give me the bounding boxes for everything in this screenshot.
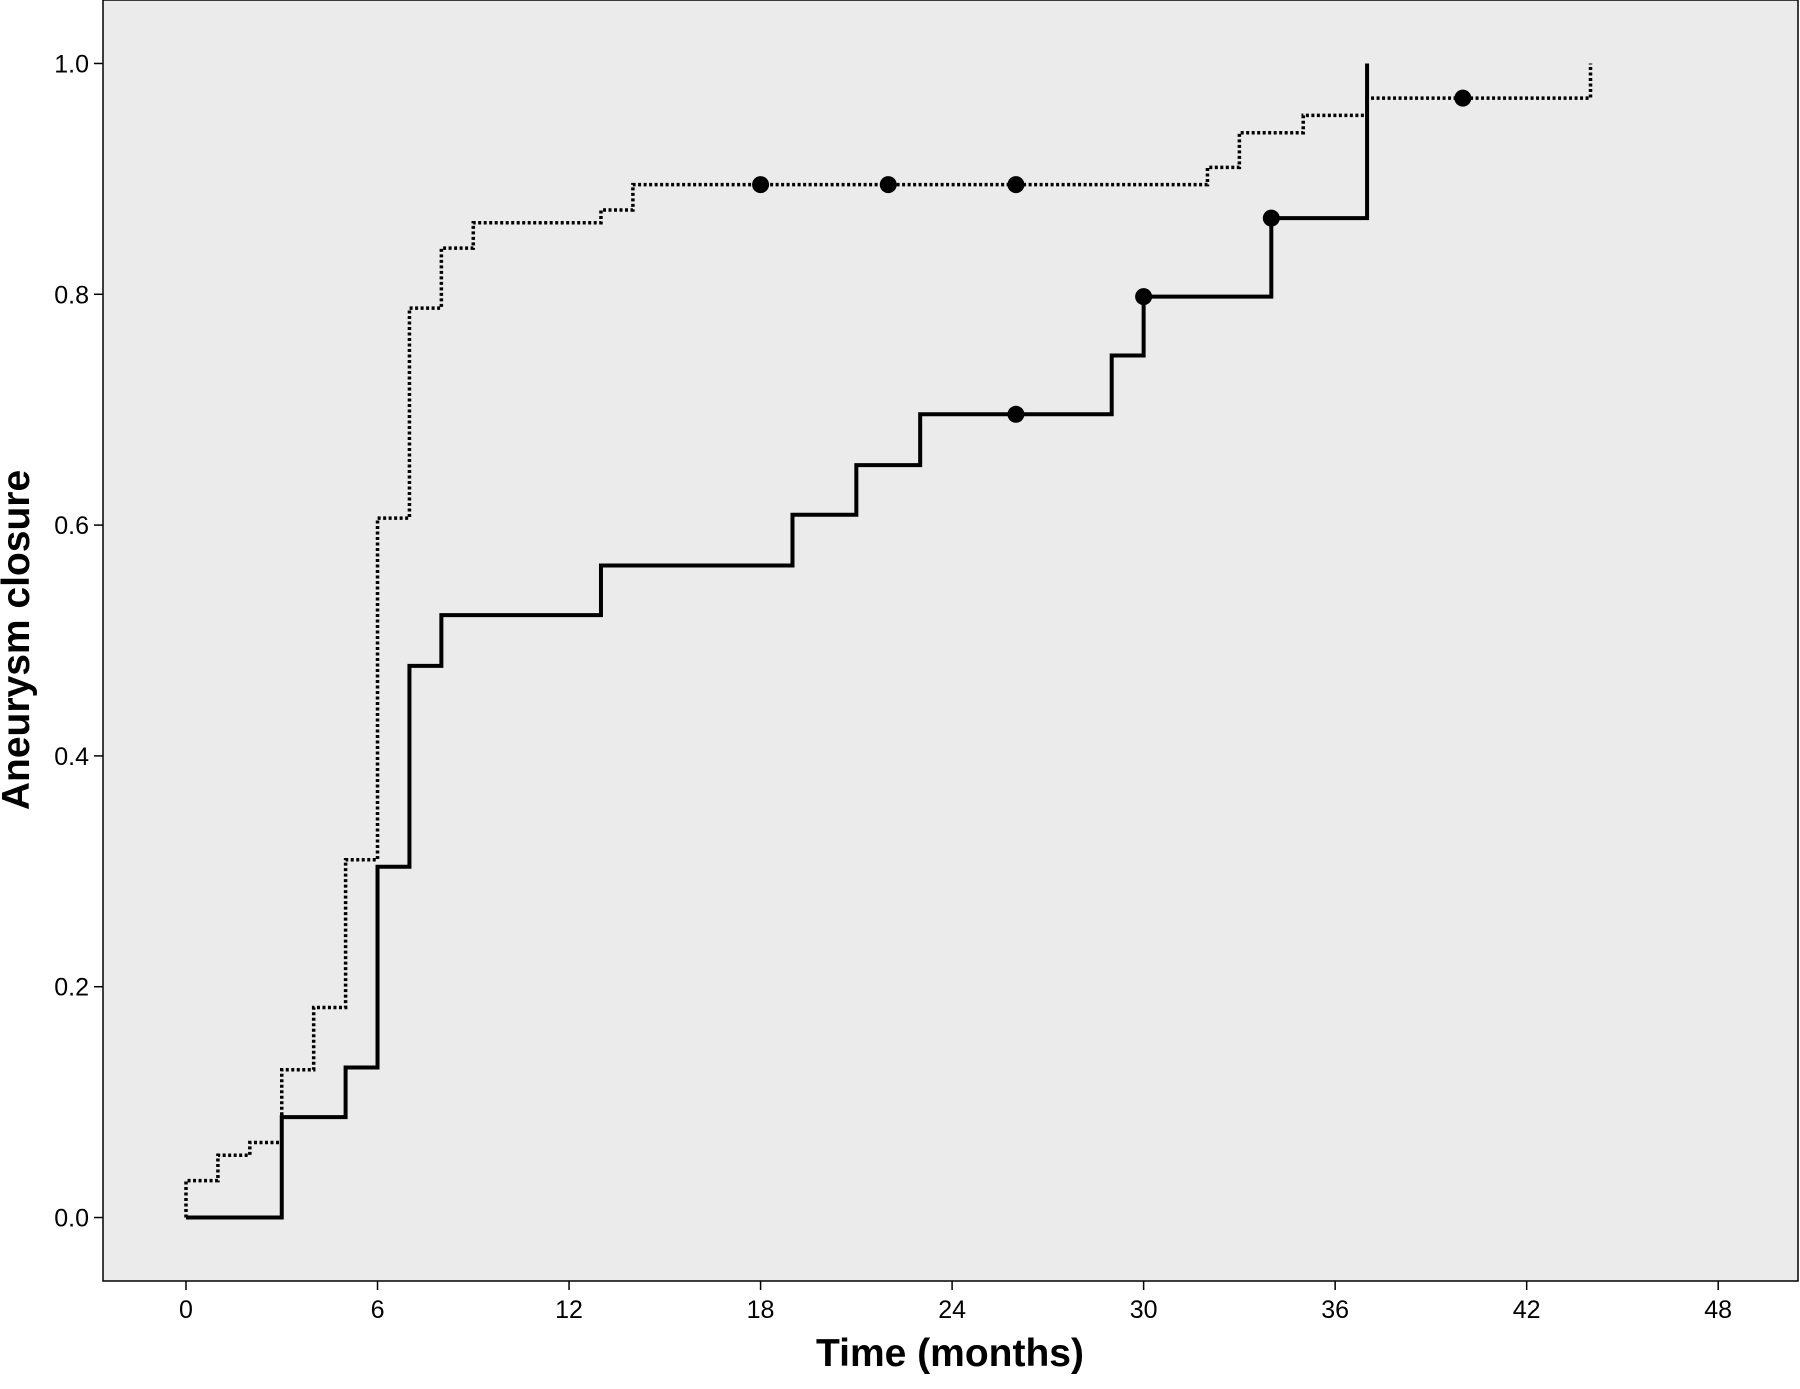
x-axis: 0 6 12 18 24 30 36 42 48 [179,1281,1732,1324]
series-dotted-step-line [184,63,1593,1218]
y-tick-label: 0.8 [54,281,89,309]
x-tick-label: 6 [371,1296,385,1324]
x-tick-label: 12 [555,1296,583,1324]
censor-marker [1007,176,1025,194]
censor-marker [1262,209,1280,227]
censor-marker [1007,405,1025,423]
x-tick-label: 48 [1704,1296,1732,1324]
y-tick-label: 0.4 [54,743,89,771]
y-axis-title: Aneurysm closure [0,470,38,810]
x-tick-label: 36 [1321,1296,1349,1324]
censor-marker [879,176,897,194]
x-tick-label: 0 [179,1296,193,1324]
censor-marker [1135,288,1153,306]
x-tick-label: 42 [1513,1296,1541,1324]
censor-marker [752,176,770,194]
x-axis-title: Time (months) [816,1332,1084,1375]
y-tick-label: 0.6 [54,512,89,540]
censor-marker [1454,89,1472,107]
y-axis: 0.0 0.2 0.4 0.6 0.8 1.0 [54,50,103,1233]
x-tick-label: 24 [938,1296,966,1324]
y-tick-label: 0.0 [54,1205,89,1233]
x-tick-label: 18 [747,1296,775,1324]
x-tick-label: 30 [1130,1296,1158,1324]
series-layer [184,63,1593,1220]
plot-area [102,0,1799,1282]
series-solid-step-line [185,63,1370,1220]
y-tick-label: 0.2 [54,974,89,1002]
y-tick-label: 1.0 [54,50,89,78]
